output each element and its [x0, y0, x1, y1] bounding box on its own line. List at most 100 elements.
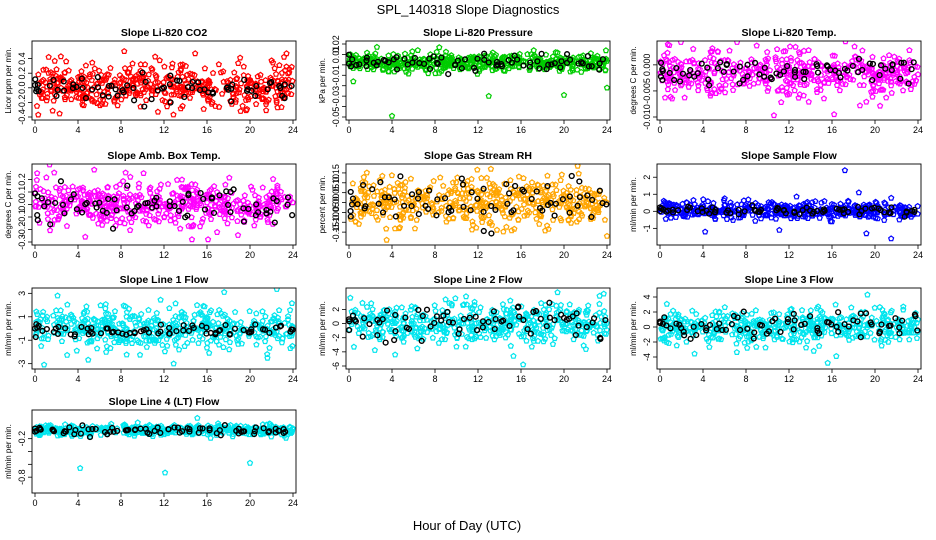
- sample-point: [516, 50, 523, 57]
- sample-point: [102, 336, 109, 343]
- sample-point: [203, 344, 211, 351]
- hourly-mean-point: [751, 59, 759, 66]
- sample-point: [876, 102, 884, 109]
- sample-point: [88, 95, 95, 102]
- sample-point: [74, 328, 82, 335]
- sample-point: [441, 336, 449, 343]
- sample-point: [802, 344, 810, 351]
- hourly-mean-point: [698, 60, 705, 67]
- sample-point: [401, 188, 408, 195]
- sample-point: [530, 201, 537, 208]
- hourly-mean-point: [467, 207, 474, 214]
- sample-point: [569, 67, 576, 74]
- sample-point: [112, 94, 119, 101]
- sample-point: [262, 100, 270, 107]
- sample-point: [246, 307, 253, 314]
- sample-point: [878, 335, 885, 342]
- hourly-mean-point: [209, 89, 216, 96]
- sample-point: [666, 41, 673, 49]
- sample-point: [50, 206, 58, 213]
- panel-frame: [31, 287, 297, 370]
- sample-point: [391, 68, 398, 75]
- sample-point: [798, 59, 805, 66]
- sample-point: [764, 87, 771, 94]
- x-tick-label: 16: [516, 250, 526, 260]
- y-tick-label: 0.4: [17, 52, 27, 65]
- hourly-mean-point: [438, 54, 445, 61]
- sample-point: [120, 204, 127, 211]
- sample-point: [372, 50, 379, 57]
- hourly-mean-point: [108, 82, 115, 89]
- sample-point: [515, 208, 522, 215]
- hourly-mean-point: [393, 66, 401, 73]
- sample-point: [462, 190, 470, 197]
- sample-point: [139, 217, 147, 224]
- sample-point: [192, 181, 199, 188]
- sample-point: [132, 75, 139, 82]
- sample-point: [710, 55, 717, 62]
- sample-point: [123, 325, 130, 332]
- sample-point: [278, 339, 286, 346]
- hourly-mean-point: [99, 207, 106, 214]
- sample-point: [83, 303, 90, 310]
- y-tick-label: -2: [331, 334, 341, 342]
- sample-point: [497, 193, 505, 200]
- hourly-mean-point: [588, 63, 595, 70]
- sample-point: [671, 86, 679, 93]
- sample-point: [778, 83, 786, 90]
- sample-point: [124, 208, 132, 215]
- sample-point: [795, 202, 803, 209]
- hourly-mean-point: [445, 209, 452, 216]
- hourly-mean-point: [602, 316, 609, 324]
- sample-point: [172, 219, 179, 226]
- sample-point: [560, 91, 568, 98]
- sample-point: [530, 337, 537, 344]
- sample-point: [151, 336, 158, 343]
- sample-point: [904, 206, 912, 213]
- sample-point: [863, 230, 870, 237]
- sample-point: [438, 204, 445, 211]
- sample-point: [820, 95, 828, 102]
- sample-point: [168, 91, 175, 98]
- hourly-mean-point: [903, 209, 910, 216]
- hourly-mean-point: [57, 178, 65, 185]
- hourly-mean-point: [397, 173, 404, 180]
- sample-point: [478, 190, 485, 197]
- sample-point: [828, 330, 835, 337]
- sample-point: [793, 193, 800, 200]
- sample-point: [667, 93, 674, 100]
- sample-point: [698, 76, 706, 83]
- sample-point: [472, 201, 480, 208]
- hourly-mean-point: [69, 85, 77, 92]
- sample-point: [709, 45, 716, 52]
- panel-ylabel: percent per min.: [318, 176, 327, 234]
- sample-point: [777, 98, 785, 106]
- hourly-mean-point: [408, 191, 416, 198]
- sample-point: [361, 193, 368, 200]
- sample-point: [33, 308, 40, 315]
- sample-point: [278, 69, 286, 76]
- hourly-mean-point: [130, 84, 137, 92]
- hourly-mean-point: [659, 76, 666, 84]
- hourly-mean-point: [543, 65, 550, 73]
- hourly-mean-point: [346, 51, 353, 58]
- sample-point: [867, 329, 874, 336]
- sample-point: [385, 52, 392, 59]
- sample-point: [79, 95, 87, 102]
- sample-point: [710, 199, 717, 206]
- sample-point: [44, 94, 51, 101]
- hourly-mean-point: [814, 69, 822, 76]
- sample-point: [513, 203, 520, 210]
- sample-point: [254, 334, 262, 341]
- sample-point: [40, 361, 48, 368]
- hourly-mean-point: [203, 324, 210, 331]
- sample-point: [662, 215, 670, 222]
- sample-point: [138, 193, 145, 200]
- hourly-mean-point: [744, 61, 751, 68]
- sample-point: [407, 214, 414, 221]
- hourly-mean-point: [905, 80, 912, 87]
- sample-point: [567, 327, 574, 334]
- sample-point: [475, 57, 483, 65]
- x-tick-label: 16: [827, 125, 837, 135]
